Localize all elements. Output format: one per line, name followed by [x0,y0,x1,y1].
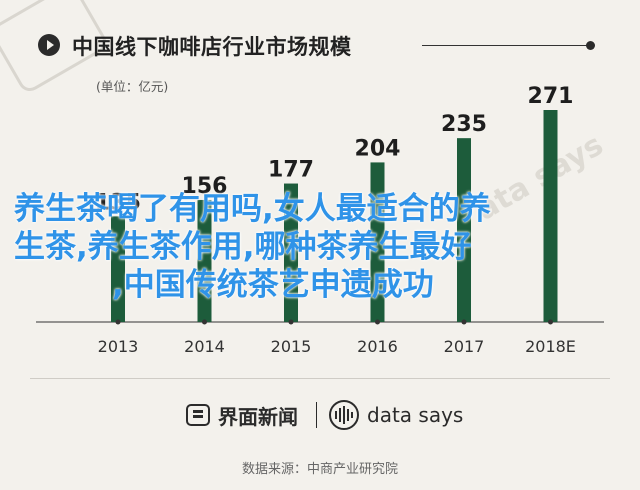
x-tick-label-2016: 2016 [357,337,398,356]
overlay-line-1: 养生茶喝了有用吗,女人最适合的养 [14,191,491,227]
jiemian-logo-icon [186,404,210,426]
x-tick-label-2013: 2013 [98,337,139,356]
x-tick-2014 [202,319,207,325]
data-label-2017: 235 [441,112,487,137]
data-label-2014: 156 [182,174,228,199]
x-tick-2018E [548,319,553,325]
title-rule [422,45,589,46]
brand-data-says: data says [329,398,463,432]
x-tick-label-2017: 2017 [444,337,485,356]
overlay-line-3: ,中国传统茶艺申遗成功 [112,267,434,303]
overlay-line-2: 生茶,养生茶作用,哪种茶养生最好 [14,229,472,265]
x-tick-label-2014: 2014 [184,337,225,356]
x-tick-label-2015: 2015 [271,337,312,356]
data-source: 数据来源：中商产业研究院 [241,462,398,477]
chart-header: 中国线下咖啡店行业市场规模 [38,30,603,60]
x-tick-2015 [288,319,294,325]
play-icon [38,34,60,56]
footer-divider [30,378,610,379]
brand-data-says-label: data says [367,403,464,427]
data-says-logo-icon [329,400,359,430]
bar-2013 [111,216,125,322]
brand-jiemian: 界面新闻 [186,400,298,430]
brand-jiemian-label: 界面新闻 [218,404,298,429]
x-tick-2013 [115,319,121,325]
data-label-2015: 177 [268,158,314,183]
x-tick-2016 [375,319,380,325]
data-label-2013: 135 [95,190,141,215]
data-label-2018E: 271 [528,84,574,109]
bar-2017 [457,138,471,322]
x-tick-2017 [461,319,467,325]
bar-chart: 135 2013 156 2014 177 2015 204 2016 235 2017 271 20… [36,84,604,356]
title-end-dot [586,41,595,50]
x-tick-label-2018E: 2018E [525,337,576,356]
data-label-2016: 204 [355,136,401,161]
brand-separator [316,402,317,428]
chart-title: 中国线下咖啡店行业市场规模 [72,35,352,59]
bar-2015 [284,183,298,322]
bar-2016 [370,162,385,322]
bar-2018E [543,110,558,322]
bar-2014 [197,199,212,322]
unit-label: (单位：亿元) [96,79,169,94]
